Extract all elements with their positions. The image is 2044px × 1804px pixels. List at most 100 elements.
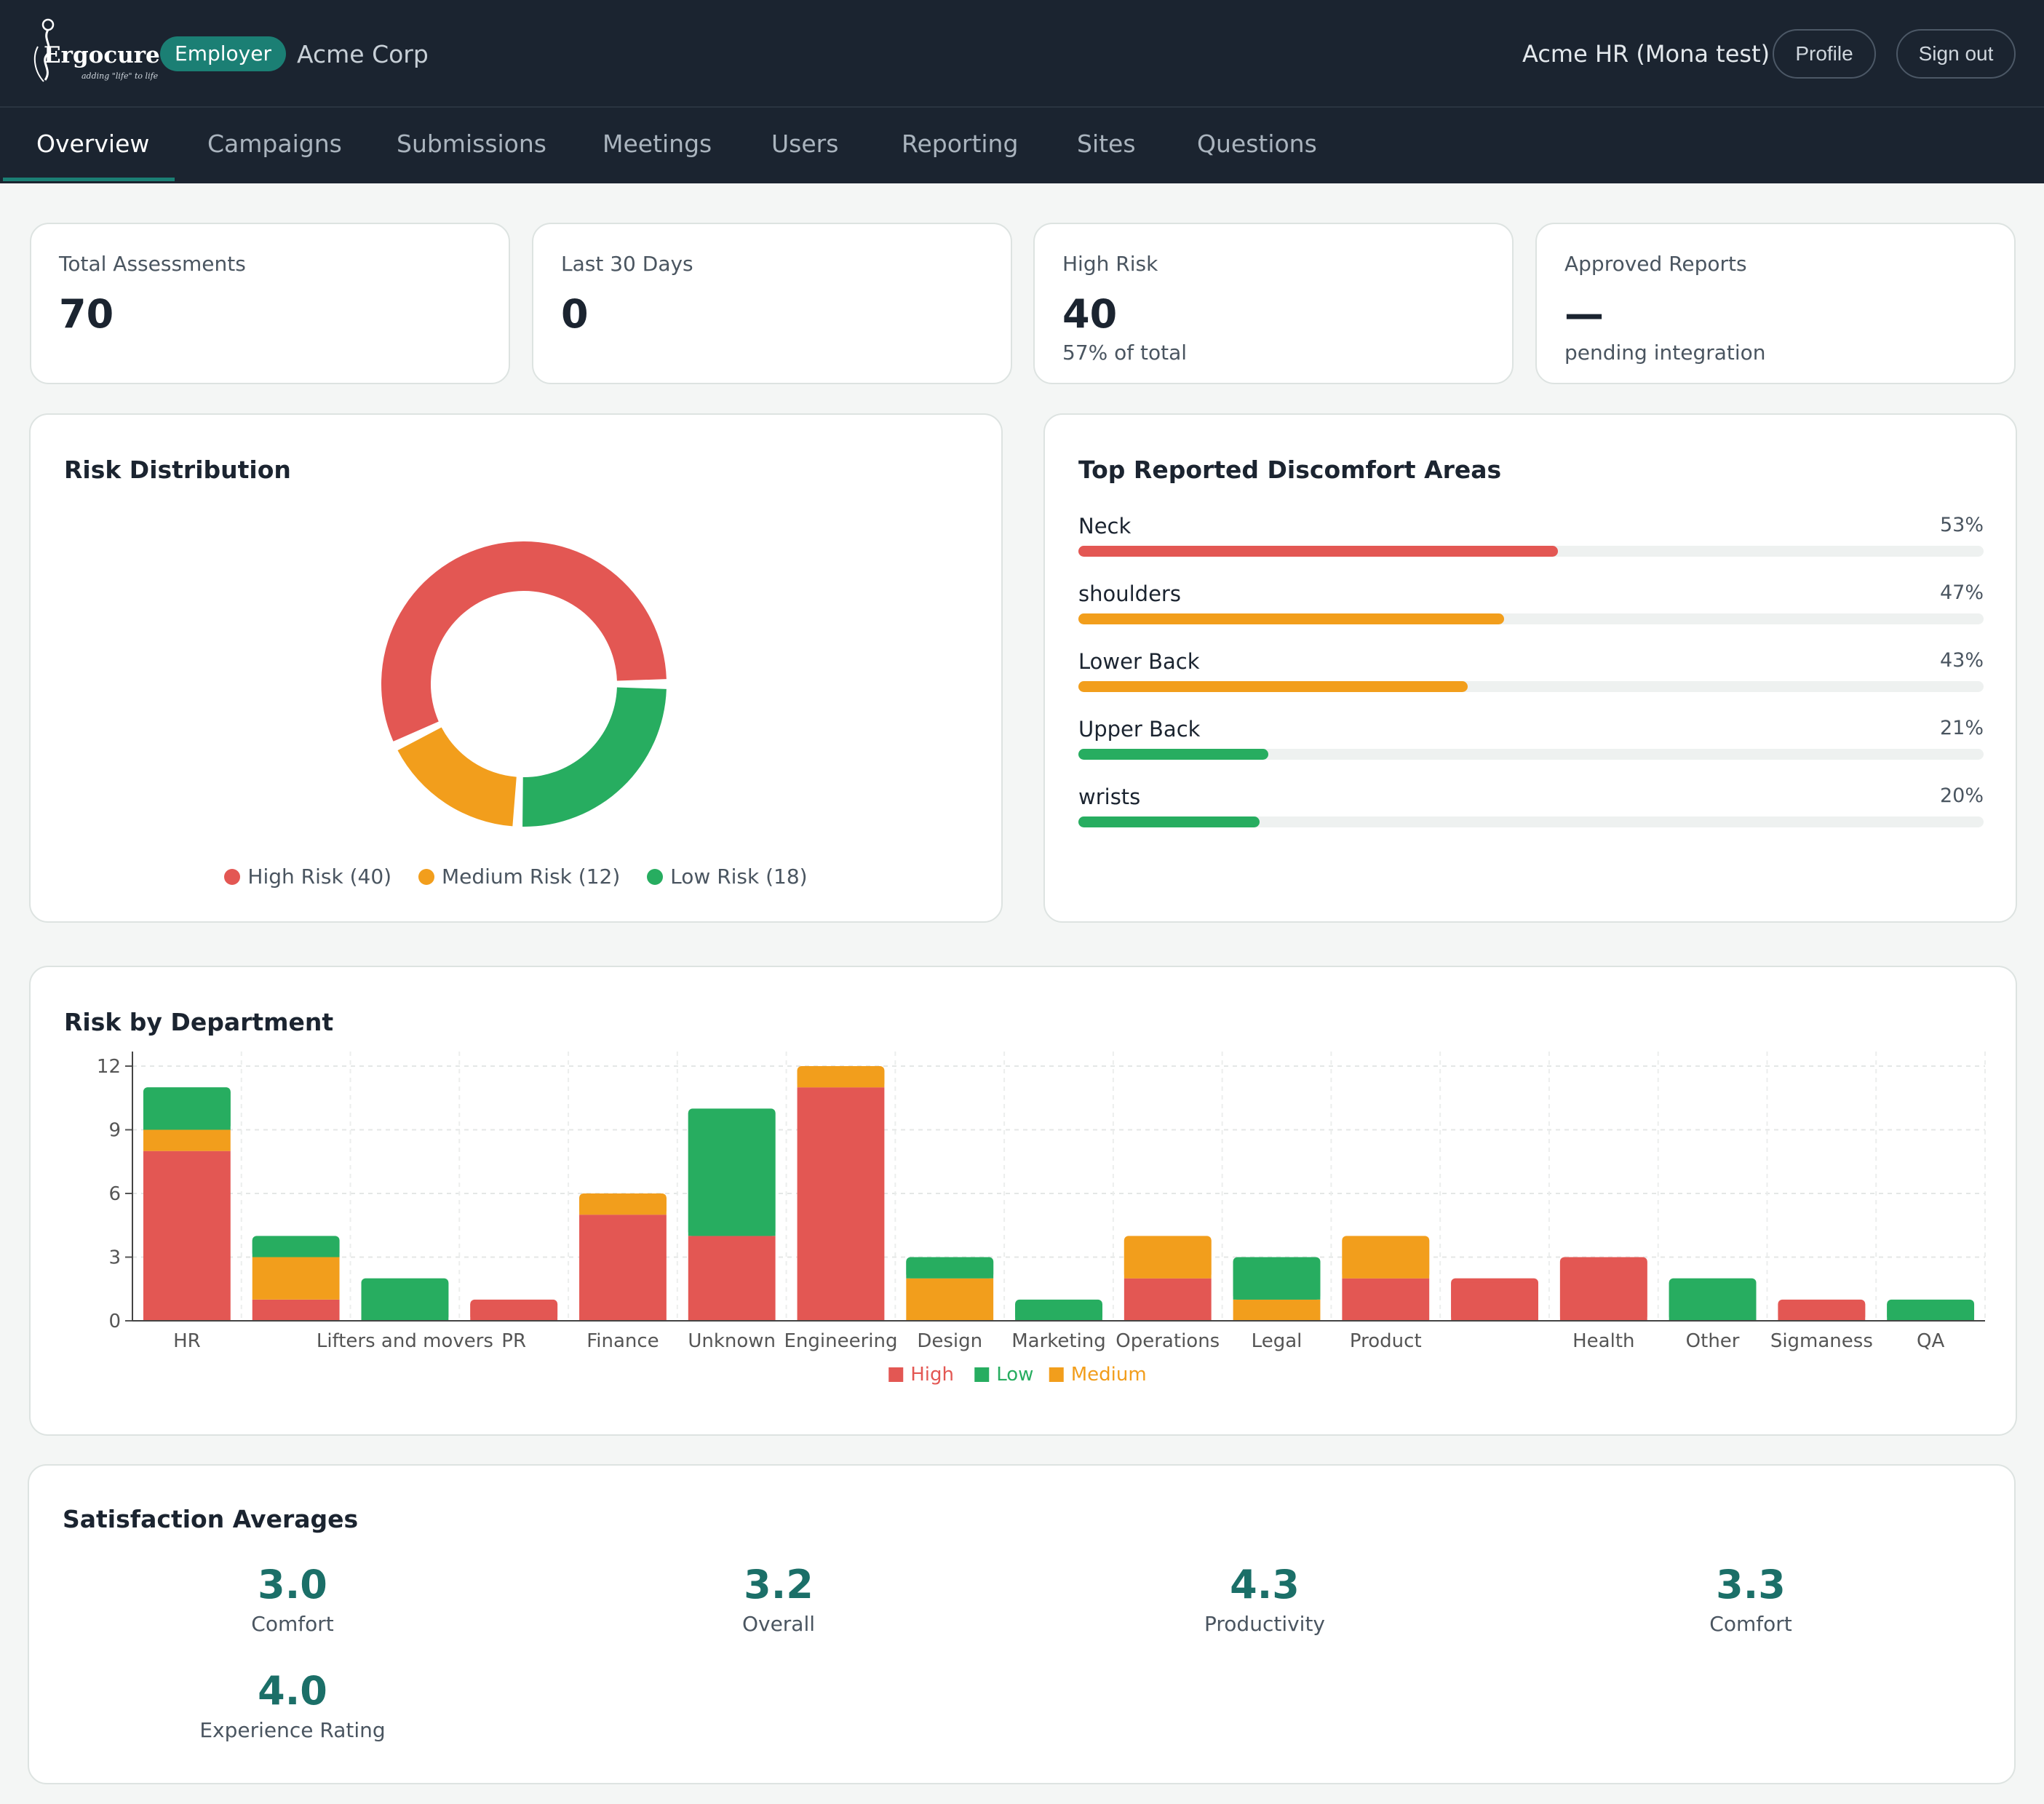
legend-label: Medium Risk (12) (441, 865, 621, 889)
donut-slice-high-risk[interactable] (381, 541, 667, 742)
bar-segment-base (906, 1261, 994, 1279)
discomfort-bar-fill (1078, 816, 1260, 827)
x-tick-label: Marketing (1011, 1330, 1106, 1352)
discomfort-percent: 47% (1939, 581, 1984, 604)
legend-label-high[interactable]: High (910, 1364, 954, 1386)
risk-distribution-card: Risk Distribution High Risk (40) Medium … (29, 413, 1003, 923)
satisfaction-value: 3.0 (258, 1562, 327, 1608)
bar-high-engineering[interactable] (797, 1087, 885, 1321)
legend-swatch-high (888, 1367, 904, 1382)
x-tick-label: PR (501, 1330, 526, 1352)
risk-legend: High Risk (40) Medium Risk (12) Low Risk… (31, 865, 1001, 889)
legend-label-low[interactable]: Low (996, 1364, 1033, 1386)
risk-distribution-title: Risk Distribution (64, 456, 291, 484)
ergocure-logo[interactable]: Ergocure adding "life" to life (28, 17, 160, 87)
satisfaction-experience-rating: 4.0 Experience Rating (140, 1668, 445, 1742)
donut-slice-low-risk[interactable] (522, 687, 667, 827)
discomfort-percent: 43% (1939, 649, 1984, 672)
stat-value: — (1564, 291, 1604, 337)
x-tick-label: Finance (586, 1330, 659, 1352)
legend-label: Low Risk (18) (670, 865, 808, 889)
tab-sites[interactable]: Sites (1077, 130, 1136, 158)
bar-segment-base (1559, 1261, 1647, 1321)
discomfort-row: Lower Back 43% (1078, 649, 1984, 693)
y-tick-label: 12 (97, 1056, 121, 1078)
stat-label: Total Assessments (59, 252, 246, 276)
tab-meetings[interactable]: Meetings (603, 130, 712, 158)
y-tick-label: 9 (108, 1120, 121, 1142)
stat-label: Approved Reports (1564, 252, 1747, 276)
discomfort-label: shoulders (1078, 581, 1181, 606)
bar-high-finance[interactable] (579, 1215, 667, 1321)
bar-segment-base (1669, 1282, 1757, 1321)
satisfaction-label: Comfort (1709, 1612, 1792, 1636)
bar-medium-legal[interactable] (1233, 1299, 1321, 1321)
logo-tagline: adding "life" to life (81, 71, 159, 81)
bar-segment-base (1887, 1303, 1975, 1321)
bar-medium-hr[interactable] (143, 1129, 231, 1151)
bar-segment-base (252, 1240, 340, 1257)
bar-segment-base (1778, 1303, 1866, 1321)
discomfort-bar-track (1078, 546, 1984, 557)
logo-text: Ergocure (44, 42, 160, 68)
donut-slice-medium-risk[interactable] (397, 727, 517, 827)
bar-segment-base (797, 1070, 885, 1088)
legend-item-low[interactable]: Low Risk (18) (647, 865, 808, 889)
bar-medium-unlabeled[interactable] (252, 1257, 340, 1300)
spine-figure-icon (33, 18, 55, 82)
bar-segment-base (1015, 1303, 1102, 1321)
legend-item-high[interactable]: High Risk (40) (224, 865, 391, 889)
profile-button[interactable]: Profile (1773, 29, 1876, 79)
discomfort-bar-track (1078, 681, 1984, 692)
satisfaction-label: Experience Rating (199, 1718, 386, 1742)
x-tick-label: Engineering (784, 1330, 897, 1352)
stat-subtext: pending integration (1564, 341, 1766, 365)
bar-segment-base (688, 1113, 776, 1236)
bar-segment-base (579, 1198, 667, 1215)
x-tick-label: Other (1686, 1330, 1740, 1352)
tab-reporting[interactable]: Reporting (902, 130, 1019, 158)
bar-segment-base (470, 1303, 558, 1321)
sign-out-button[interactable]: Sign out (1896, 29, 2016, 79)
bar-high-hr[interactable] (143, 1151, 231, 1321)
legend-label-medium[interactable]: Medium (1071, 1364, 1147, 1386)
satisfaction-label: Overall (741, 1612, 816, 1636)
discomfort-row: Neck 53% (1078, 514, 1984, 557)
discomfort-percent: 21% (1939, 717, 1984, 739)
tab-users[interactable]: Users (771, 130, 839, 158)
discomfort-areas-title: Top Reported Discomfort Areas (1078, 456, 1502, 484)
tab-campaigns[interactable]: Campaigns (207, 130, 342, 158)
satisfaction-comfort: 3.0 Comfort (140, 1562, 445, 1636)
stat-card-total-assessments: Total Assessments 70 (30, 223, 510, 384)
bar-segment-base (361, 1282, 449, 1321)
bar-segment-base (1233, 1261, 1321, 1300)
x-tick-label: Lifters and movers (317, 1330, 493, 1352)
stat-label: Last 30 Days (561, 252, 693, 276)
tab-overview[interactable]: Overview (36, 130, 150, 158)
stat-card-high-risk: High Risk 40 57% of total (1033, 223, 1514, 384)
legend-item-medium[interactable]: Medium Risk (12) (418, 865, 620, 889)
risk-by-department-chart: 0 3 6 9 12 HR Lifters and movers PR Finance Unkno… (97, 1052, 1986, 1386)
x-tick-label: QA (1917, 1330, 1944, 1352)
legend-swatch-medium (1049, 1367, 1064, 1382)
discomfort-bar-track (1078, 816, 1984, 827)
bar-high-operations[interactable] (1124, 1278, 1212, 1321)
bar-high-unknown[interactable] (688, 1236, 776, 1321)
high-risk-dot-icon (224, 869, 241, 885)
satisfaction-label: Comfort (251, 1612, 334, 1636)
satisfaction-value: 3.2 (744, 1562, 814, 1608)
bar-high-product[interactable] (1342, 1278, 1430, 1321)
discomfort-bar-track (1078, 749, 1984, 760)
x-tick-label: Legal (1252, 1330, 1303, 1352)
active-tab-indicator (3, 178, 175, 181)
x-tick-label: Operations (1116, 1330, 1220, 1352)
tab-questions[interactable]: Questions (1197, 130, 1317, 158)
stat-card-last-30-days: Last 30 Days 0 (532, 223, 1012, 384)
bar-high-unlabeled[interactable] (252, 1299, 340, 1321)
satisfaction-comfort-2: 3.3 Comfort (1598, 1562, 1904, 1636)
discomfort-areas-card: Top Reported Discomfort Areas Neck 53% sho… (1043, 413, 2017, 923)
tab-submissions[interactable]: Submissions (397, 130, 546, 158)
risk-by-department-title: Risk by Department (64, 1008, 334, 1036)
bar-medium-design[interactable] (906, 1278, 994, 1321)
discomfort-bar-fill (1078, 613, 1504, 624)
